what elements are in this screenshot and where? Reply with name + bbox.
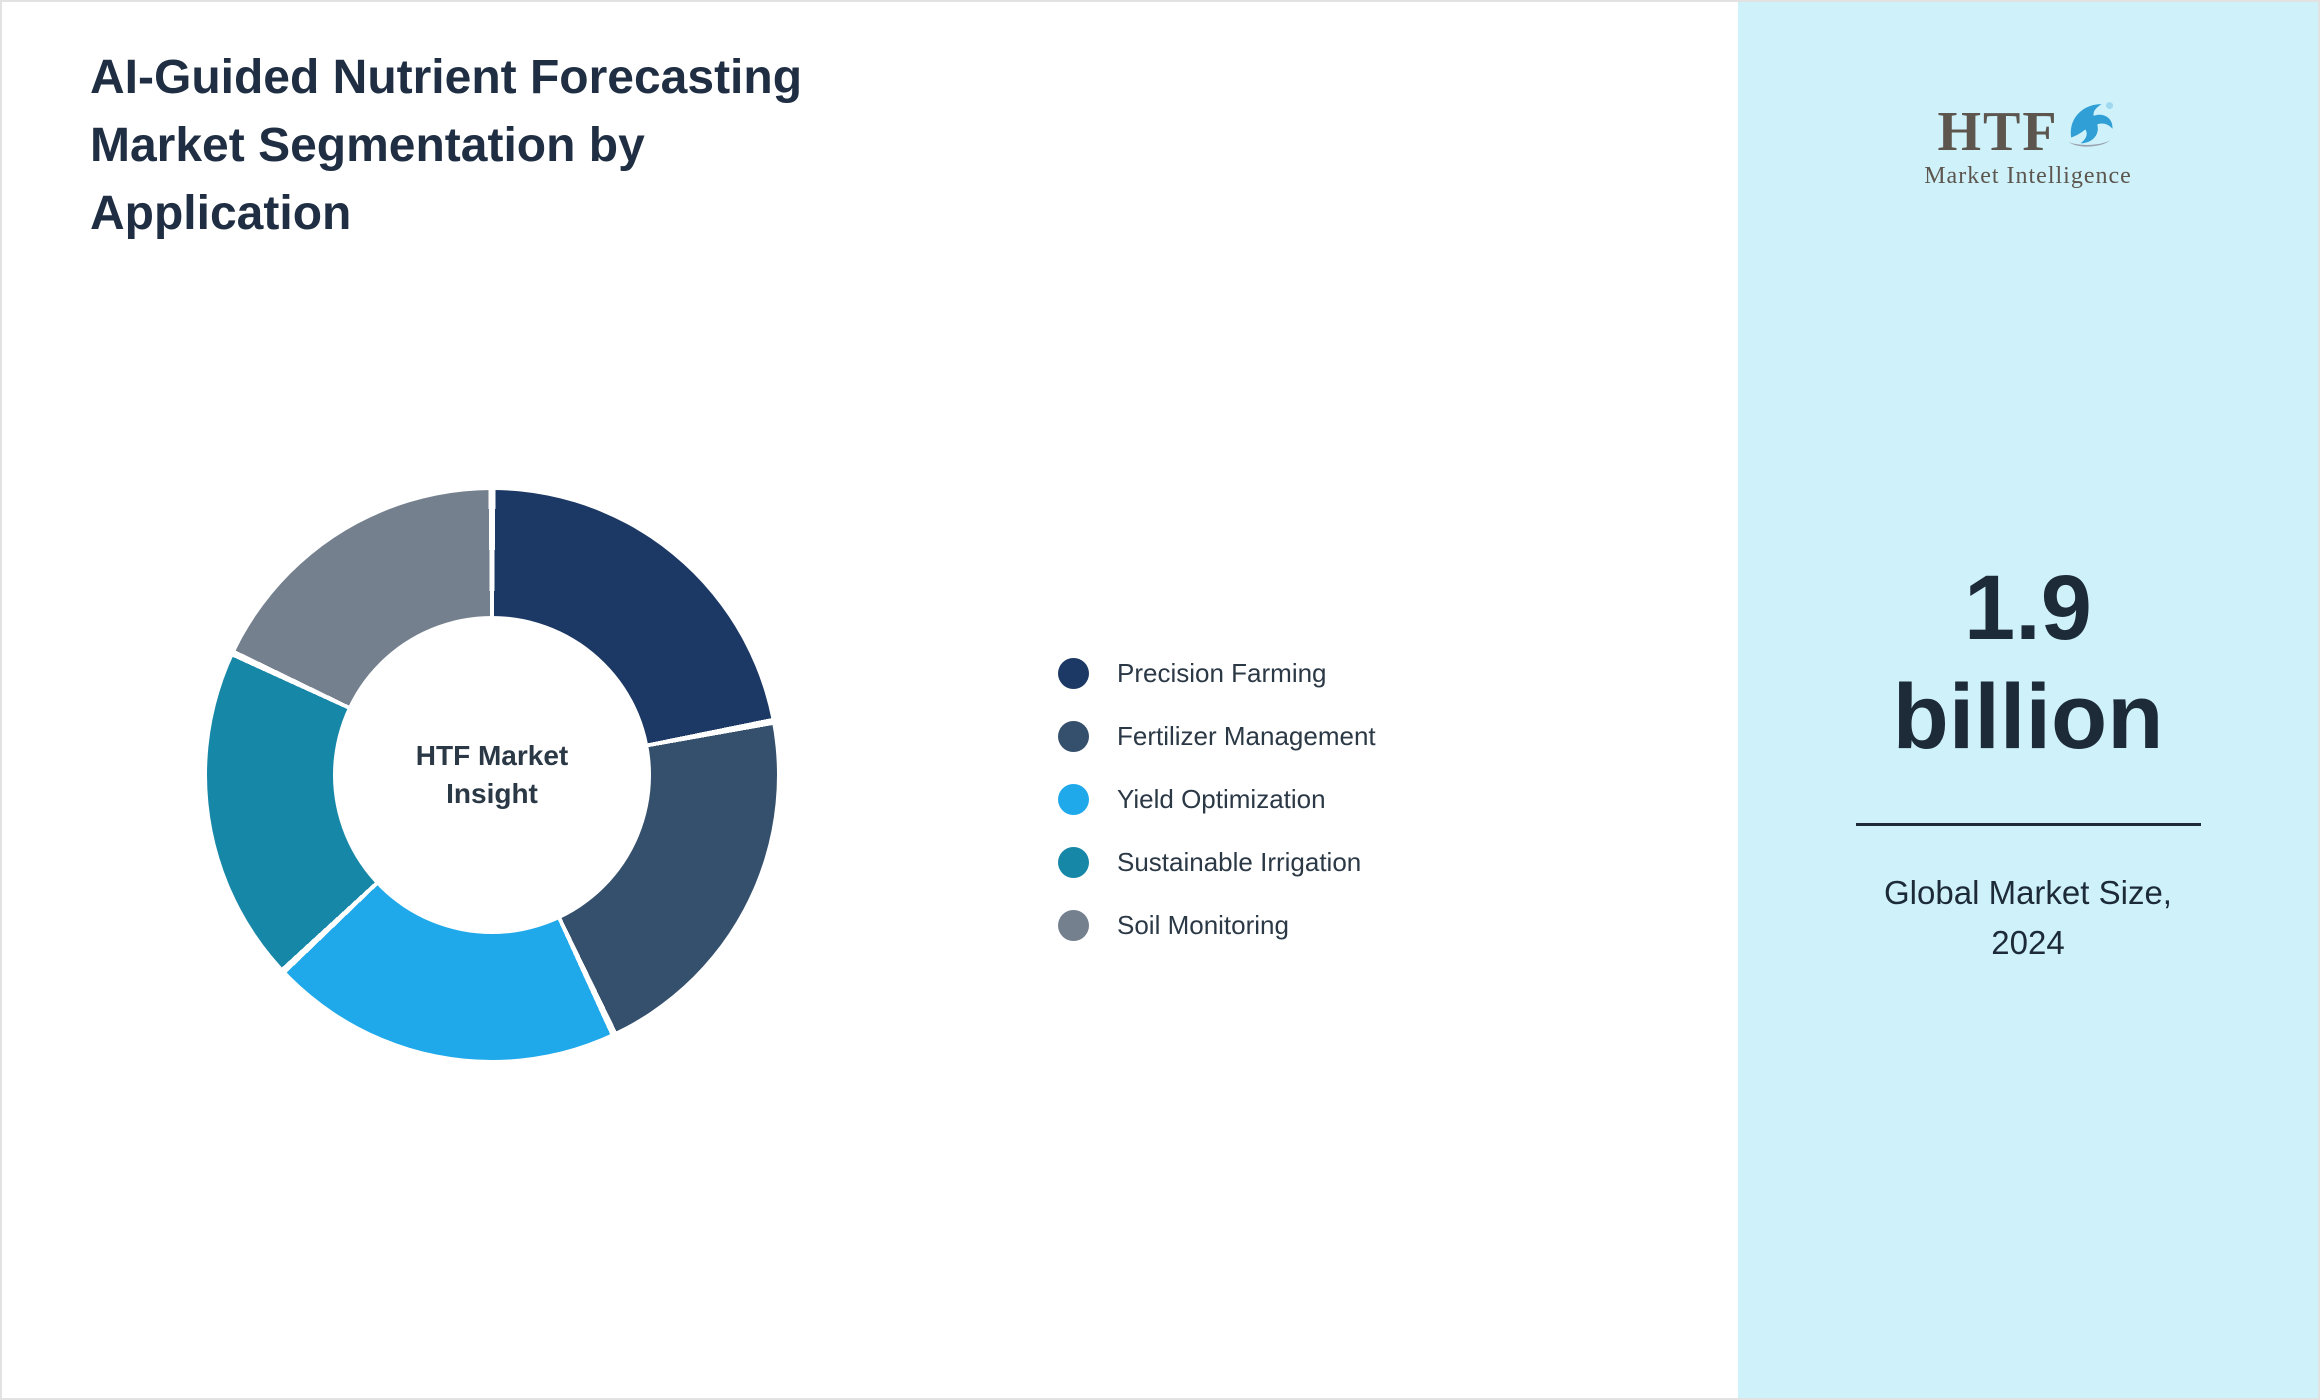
legend-label: Fertilizer Management [1117, 721, 1376, 751]
divider [1855, 823, 2201, 827]
market-size-value: 1.9 billion [1738, 554, 2318, 771]
legend-label: Yield Optimization [1117, 784, 1326, 814]
dolphin-icon [2061, 94, 2119, 157]
legend-label: Precision Farming [1117, 658, 1327, 688]
legend-label: Soil Monitoring [1117, 910, 1289, 940]
legend-item: Yield Optimization [1058, 768, 1376, 831]
legend-item: Fertilizer Management [1058, 705, 1376, 768]
legend-label: Sustainable Irrigation [1117, 847, 1362, 877]
legend-dot [1058, 910, 1089, 941]
legend-item: Sustainable Irrigation [1058, 831, 1376, 894]
brand-logo: HTF Market Intelligence [1738, 94, 2318, 190]
logo-text: HTF [1937, 100, 2059, 163]
page-title-line-2: Market Segmentation by [90, 119, 645, 173]
legend: Precision Farming Fertilizer Management Yi… [1058, 642, 1376, 957]
legend-dot [1058, 658, 1089, 689]
legend-dot [1058, 721, 1089, 752]
page-title-line-1: AI-Guided Nutrient Forecasting [90, 51, 803, 104]
market-size-caption: Global Market Size, 2024 [1884, 874, 2172, 961]
legend-dot [1058, 847, 1089, 878]
legend-item: Precision Farming [1058, 642, 1376, 705]
market-size-value-line-2: billion [1892, 665, 2164, 768]
page-title: AI-Guided Nutrient Forecasting Market Se… [90, 44, 802, 248]
page-title-line-3: Application [90, 187, 352, 241]
legend-item: Soil Monitoring [1058, 894, 1376, 957]
market-size-value-line-1: 1.9 [1964, 557, 2092, 659]
donut-center-label: HTF Market Insight [415, 740, 569, 809]
market-size-block: 1.9 billion Global Market Size, 2024 [1738, 554, 2318, 967]
legend-dot [1058, 784, 1089, 815]
donut-chart-container: HTF Market Insight [207, 490, 777, 1060]
donut-hole: HTF Market Insight [333, 616, 651, 934]
logo-subtext: Market Intelligence [1924, 163, 2132, 189]
side-panel: HTF Market Intelligence 1.9 billion Glob… [1738, 2, 2318, 1398]
donut-chart: HTF Market Insight [207, 490, 777, 1060]
